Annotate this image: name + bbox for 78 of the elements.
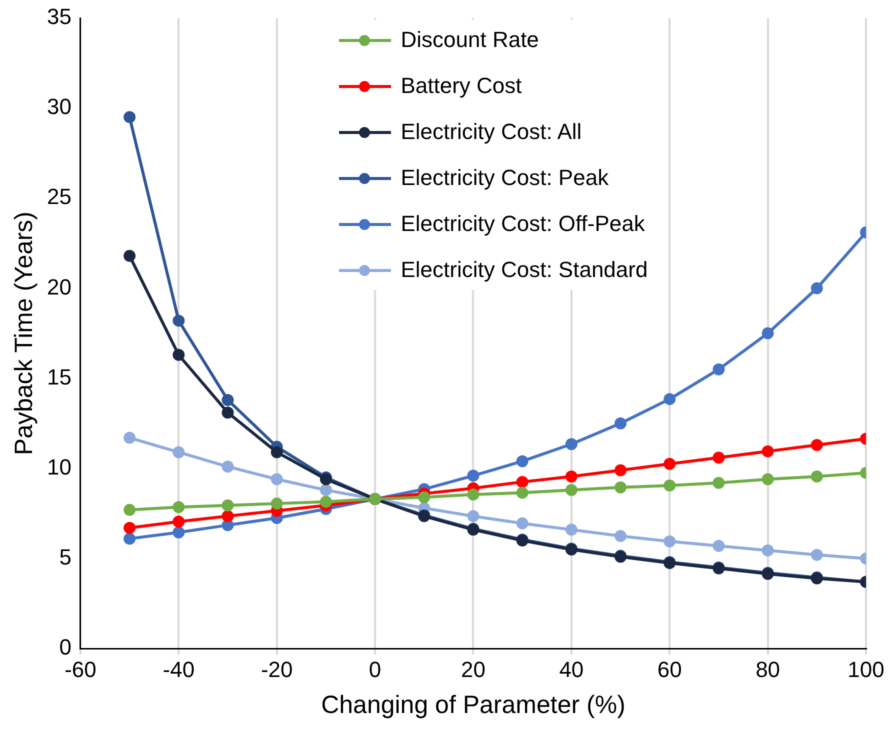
point — [516, 455, 528, 468]
point — [565, 484, 578, 496]
point — [418, 491, 430, 504]
x-tick-label: -40 — [162, 656, 195, 682]
point — [762, 327, 774, 340]
y-tick-label: 15 — [46, 364, 72, 390]
point — [565, 524, 578, 536]
point — [124, 432, 136, 444]
y-axis-title: Payback Time (Years) — [10, 211, 38, 456]
point — [810, 439, 823, 452]
point — [124, 250, 136, 262]
point — [664, 480, 676, 492]
point — [172, 348, 185, 361]
legend-label: Electricity Cost: Peak — [400, 165, 609, 191]
point — [516, 486, 528, 499]
point — [270, 473, 283, 486]
y-tick-label: 10 — [46, 454, 72, 480]
point — [614, 481, 627, 494]
x-tick-label: -20 — [260, 656, 293, 682]
point — [172, 501, 185, 514]
point — [172, 516, 185, 528]
x-tick-label: 60 — [657, 656, 682, 682]
legend-label: Battery Cost — [400, 73, 522, 99]
point — [222, 406, 234, 419]
point — [467, 470, 480, 482]
x-axis-title: Changing of Parameter (%) — [321, 690, 626, 719]
point — [124, 532, 136, 545]
point — [172, 526, 185, 538]
point — [664, 458, 676, 470]
point — [565, 470, 578, 483]
point — [810, 548, 823, 561]
point — [222, 499, 234, 512]
x-tick-label: 40 — [559, 656, 584, 682]
point — [712, 363, 725, 376]
point — [320, 484, 332, 496]
legend-label: Electricity Cost: Standard — [400, 257, 648, 283]
point — [467, 488, 480, 501]
y-tick-label: 5 — [59, 544, 72, 570]
point — [762, 544, 774, 556]
x-tick-label: 20 — [460, 656, 486, 682]
point — [172, 314, 185, 327]
point — [172, 446, 185, 458]
point — [614, 464, 627, 476]
point — [222, 510, 234, 522]
point — [516, 517, 528, 530]
legend-label: Discount Rate — [400, 27, 539, 53]
y-tick-label: 25 — [46, 184, 72, 210]
point — [467, 510, 480, 522]
point — [762, 445, 774, 458]
point — [270, 498, 283, 510]
point — [712, 476, 725, 489]
point — [565, 438, 578, 450]
point — [222, 519, 234, 532]
y-tick-label: 35 — [46, 4, 72, 30]
point — [124, 111, 136, 124]
point — [810, 470, 823, 483]
point — [222, 394, 234, 406]
y-tick-label: 20 — [46, 274, 72, 300]
point — [222, 460, 234, 473]
point — [124, 522, 136, 534]
point — [712, 540, 725, 552]
point — [810, 282, 823, 294]
point — [664, 535, 676, 548]
point — [614, 530, 627, 542]
x-tick-label: 80 — [756, 656, 780, 682]
point — [270, 446, 283, 458]
point — [712, 452, 725, 464]
x-tick-label: 100 — [848, 656, 884, 682]
point — [762, 473, 774, 486]
point — [614, 417, 627, 430]
legend-label: Electricity Cost: All — [400, 119, 582, 145]
legend-label: Electricity Cost: Off-Peak — [400, 211, 645, 237]
point — [124, 504, 136, 516]
point — [516, 476, 528, 488]
y-tick-label: 30 — [46, 94, 72, 120]
x-tick-label: 0 — [368, 656, 382, 682]
point — [320, 496, 332, 508]
point — [664, 393, 676, 406]
